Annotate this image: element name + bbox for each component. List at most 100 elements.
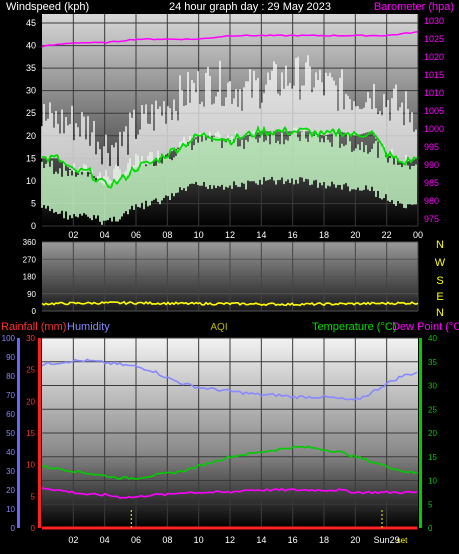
barometer-line bbox=[41, 30, 419, 48]
climate-x-tick-label: 06 bbox=[131, 535, 141, 545]
humidity-line bbox=[41, 358, 418, 401]
climate-x-tick-label: 18 bbox=[319, 535, 329, 545]
wind-y-tick-label: 15 bbox=[26, 153, 36, 163]
barometer-y-tick-label: 1025 bbox=[424, 34, 444, 44]
compass-label: S bbox=[436, 275, 443, 287]
wind-y-tick-label: 40 bbox=[26, 41, 36, 51]
humidity-y-tick-label: 0 bbox=[11, 524, 16, 533]
rainfall-y-tick-label: 10 bbox=[26, 461, 35, 470]
sunset-marker-label: set bbox=[397, 536, 408, 545]
humidity-y-tick-label: 90 bbox=[6, 353, 15, 362]
climate-x-tick-label: 02 bbox=[68, 535, 78, 545]
humidity-y-tick-label: 20 bbox=[6, 486, 15, 495]
wind-y-tick-label: 0 bbox=[31, 221, 36, 231]
temperature-y-tick-label: 30 bbox=[428, 382, 437, 391]
windspeed-average-line bbox=[41, 125, 418, 189]
barometer-y-tick-label: 980 bbox=[424, 196, 439, 206]
windspeed-band-series bbox=[41, 127, 417, 225]
temperature-y-tick-label: 40 bbox=[428, 334, 437, 343]
barometer-y-tick-label: 1005 bbox=[424, 106, 444, 116]
climate-x-tick-label: 20 bbox=[350, 535, 360, 545]
wind-x-tick-label: 10 bbox=[194, 230, 204, 240]
temperature-y-tick-label: 20 bbox=[428, 429, 437, 438]
rainfall-axis-label: Rainfall (mm) bbox=[1, 321, 66, 333]
humidity-axis-bar bbox=[17, 338, 20, 528]
wind-x-tick-label: 16 bbox=[288, 230, 298, 240]
rainfall-y-tick-label: 20 bbox=[26, 397, 35, 406]
humidity-y-tick-label: 80 bbox=[6, 372, 15, 381]
compass-label: N bbox=[436, 239, 444, 251]
wind-x-tick-label: 04 bbox=[100, 230, 110, 240]
barometer-y-tick-label: 1000 bbox=[424, 124, 444, 134]
barometer-y-tick-label: 995 bbox=[424, 142, 439, 152]
temperature-axis-label: Temperature (°C) bbox=[312, 321, 396, 333]
wind-y-tick-label: 30 bbox=[26, 86, 36, 96]
dewpoint-axis-label: Dew Point (°C) bbox=[392, 321, 459, 333]
wind-direction-line bbox=[41, 300, 419, 307]
wind-x-tick-label: 12 bbox=[225, 230, 235, 240]
climate-x-tick-label: 08 bbox=[162, 535, 172, 545]
climate-x-tick-label: 16 bbox=[288, 535, 298, 545]
wind-x-tick-label: 18 bbox=[319, 230, 329, 240]
barometer-y-tick-label: 975 bbox=[424, 214, 439, 224]
barometer-axis-label: Barometer (hpa) bbox=[374, 1, 454, 13]
rainfall-y-tick-label: 25 bbox=[26, 366, 35, 375]
aqi-label: AQI bbox=[210, 322, 227, 333]
windspeed-axis-label: Windspeed (kph) bbox=[6, 1, 89, 13]
wind-y-tick-label: 45 bbox=[26, 18, 36, 28]
graph-title: 24 hour graph day : 29 May 2023 bbox=[169, 1, 331, 13]
compass-label: W bbox=[435, 257, 446, 269]
barometer-y-tick-label: 1030 bbox=[424, 16, 444, 26]
climate-x-tick-label: 10 bbox=[194, 535, 204, 545]
wind-x-tick-label: 14 bbox=[256, 230, 266, 240]
temperature-c-line bbox=[41, 445, 418, 480]
humidity-y-tick-label: 70 bbox=[6, 391, 15, 400]
temperature-y-tick-label: 10 bbox=[428, 477, 437, 486]
humidity-y-tick-label: 100 bbox=[2, 334, 16, 343]
climate-x-tick-label: Sun29 bbox=[374, 535, 400, 545]
rainfall-y-tick-label: 30 bbox=[26, 334, 35, 343]
windspeed-gust-series bbox=[41, 55, 417, 186]
humidity-axis-label: Humidity bbox=[67, 321, 110, 333]
humidity-y-tick-label: 50 bbox=[6, 429, 15, 438]
temperature-y-tick-label: 0 bbox=[428, 524, 433, 533]
climate-x-tick-label: 14 bbox=[256, 535, 266, 545]
barometer-y-tick-label: 990 bbox=[424, 160, 439, 170]
dew-point-c-line bbox=[41, 487, 418, 499]
humidity-y-tick-label: 60 bbox=[6, 410, 15, 419]
humidity-y-tick-label: 40 bbox=[6, 448, 15, 457]
temperature-axis-bar bbox=[419, 338, 422, 528]
temperature-y-tick-label: 15 bbox=[428, 453, 437, 462]
wind-x-tick-label: 20 bbox=[350, 230, 360, 240]
humidity-y-tick-label: 30 bbox=[6, 467, 15, 476]
barometer-y-tick-label: 1010 bbox=[424, 88, 444, 98]
direction-y-tick-label: 90 bbox=[27, 290, 36, 299]
wind-y-tick-label: 20 bbox=[26, 131, 36, 141]
compass-label: N bbox=[436, 307, 444, 319]
humidity-y-tick-label: 10 bbox=[6, 505, 15, 514]
temperature-y-tick-label: 25 bbox=[428, 405, 437, 414]
compass-label: E bbox=[436, 291, 443, 303]
rainfall-y-tick-label: 5 bbox=[31, 492, 36, 501]
rainfall-y-tick-label: 15 bbox=[26, 429, 35, 438]
barometer-y-tick-label: 1015 bbox=[424, 70, 444, 80]
wind-x-tick-label: 08 bbox=[162, 230, 172, 240]
rainfall-axis-bar bbox=[38, 338, 41, 528]
direction-y-tick-label: 180 bbox=[23, 273, 37, 282]
wind-x-tick-label: 06 bbox=[131, 230, 141, 240]
direction-y-tick-label: 270 bbox=[23, 255, 37, 264]
wind-x-tick-label: 00 bbox=[413, 230, 423, 240]
direction-y-tick-label: 360 bbox=[23, 238, 37, 247]
barometer-y-tick-label: 1020 bbox=[424, 52, 444, 62]
wind-y-tick-label: 10 bbox=[26, 176, 36, 186]
wind-y-tick-label: 25 bbox=[26, 108, 36, 118]
direction-y-tick-label: 0 bbox=[32, 307, 37, 316]
temperature-y-tick-label: 35 bbox=[428, 358, 437, 367]
climate-x-tick-label: 04 bbox=[100, 535, 110, 545]
wind-x-tick-label: 22 bbox=[382, 230, 392, 240]
barometer-y-tick-label: 985 bbox=[424, 178, 439, 188]
wind-y-tick-label: 5 bbox=[31, 198, 36, 208]
temperature-y-tick-label: 5 bbox=[428, 500, 433, 509]
rainfall-y-tick-label: 0 bbox=[31, 524, 36, 533]
